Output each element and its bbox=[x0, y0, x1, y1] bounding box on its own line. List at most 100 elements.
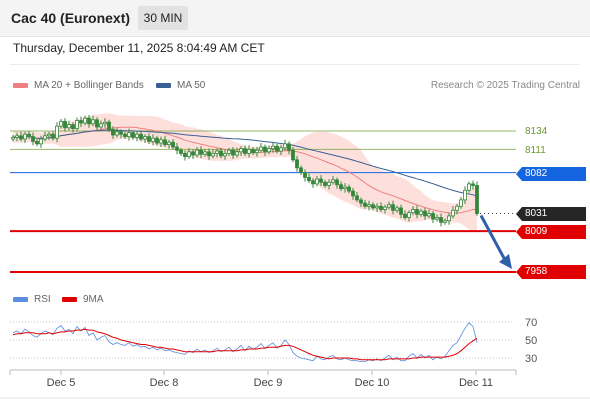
candle bbox=[291, 147, 295, 163]
rsi-tick-label: 30 bbox=[525, 353, 537, 365]
candle-body bbox=[451, 209, 455, 217]
candle bbox=[243, 145, 247, 156]
candle-body bbox=[179, 149, 183, 154]
candle bbox=[447, 212, 451, 225]
candle bbox=[119, 129, 123, 139]
candle-body bbox=[275, 145, 279, 152]
x-tick-label: Dec 11 bbox=[459, 377, 493, 389]
rsi-panel: 70 50 30 bbox=[10, 317, 537, 365]
candle bbox=[55, 122, 59, 143]
candle bbox=[71, 122, 75, 133]
candle-body bbox=[395, 207, 399, 211]
candle bbox=[195, 147, 199, 158]
candle bbox=[63, 118, 67, 132]
candle-body bbox=[55, 125, 59, 139]
candle-body bbox=[419, 210, 423, 215]
candle-body bbox=[155, 137, 159, 144]
candle bbox=[151, 134, 155, 146]
candle bbox=[191, 149, 195, 160]
candle-body bbox=[175, 146, 179, 151]
candle-body bbox=[355, 195, 359, 201]
candle bbox=[339, 181, 343, 192]
candle-body bbox=[95, 119, 99, 128]
legend-bollinger: MA 20 + Bollinger Bands bbox=[13, 80, 144, 91]
candle bbox=[67, 120, 71, 131]
candle-body bbox=[367, 204, 371, 207]
candle-body bbox=[347, 186, 351, 192]
candle bbox=[311, 178, 315, 188]
candle-body bbox=[219, 150, 223, 157]
candle bbox=[223, 149, 227, 160]
candle bbox=[87, 114, 91, 128]
x-tick-label: Dec 10 bbox=[355, 377, 390, 389]
timeframe-button[interactable]: 30 MIN bbox=[138, 6, 188, 30]
legend-rsi-label: RSI bbox=[34, 294, 51, 305]
candle bbox=[375, 203, 379, 212]
candle bbox=[187, 147, 191, 160]
candle-body bbox=[11, 137, 15, 140]
candle-body bbox=[431, 213, 435, 220]
candle-body bbox=[15, 135, 19, 138]
candle-body bbox=[111, 128, 115, 136]
candle-body bbox=[143, 136, 147, 140]
x-tick-label: Dec 8 bbox=[150, 377, 179, 389]
candle-body bbox=[31, 136, 35, 142]
candle bbox=[79, 116, 83, 127]
candle-body bbox=[303, 172, 307, 178]
candle-body bbox=[359, 199, 363, 204]
candle-body bbox=[59, 120, 63, 127]
candle-body bbox=[127, 132, 131, 138]
candle-body bbox=[47, 133, 51, 137]
candle bbox=[235, 147, 239, 158]
candle-body bbox=[71, 124, 75, 129]
candle bbox=[179, 147, 183, 156]
candle bbox=[107, 119, 111, 132]
candle bbox=[127, 128, 131, 141]
candle-body bbox=[315, 178, 319, 185]
candle bbox=[211, 149, 215, 159]
candle bbox=[51, 131, 55, 141]
candle bbox=[271, 142, 275, 153]
candle-body bbox=[35, 141, 39, 145]
candle bbox=[111, 126, 115, 140]
candle-body bbox=[299, 167, 303, 174]
candle-body bbox=[207, 151, 211, 157]
candle bbox=[459, 196, 463, 209]
candle-body bbox=[67, 124, 71, 129]
candle-body bbox=[139, 133, 143, 140]
candle bbox=[143, 134, 147, 144]
chart-header: Cac 40 (Euronext) 30 MIN bbox=[0, 0, 590, 37]
candle-body bbox=[243, 148, 247, 154]
candle bbox=[351, 187, 355, 200]
candle bbox=[183, 150, 187, 161]
candle bbox=[415, 205, 419, 219]
candle bbox=[171, 139, 175, 150]
candle bbox=[335, 177, 339, 189]
candle-body bbox=[379, 205, 383, 210]
level-tag-r2: 8134 bbox=[525, 126, 548, 137]
candle bbox=[255, 147, 259, 157]
candle-body bbox=[255, 149, 259, 154]
candle bbox=[59, 118, 63, 129]
candle bbox=[451, 206, 455, 219]
candle-body bbox=[443, 220, 447, 223]
candle bbox=[115, 127, 119, 138]
candle-body bbox=[131, 132, 135, 138]
candle-body bbox=[351, 190, 355, 197]
candle-body bbox=[23, 133, 27, 140]
instrument-title: Cac 40 (Euronext) bbox=[11, 10, 131, 26]
candle bbox=[435, 214, 439, 222]
candle bbox=[431, 211, 435, 224]
candle-body bbox=[191, 151, 195, 156]
candle-body bbox=[463, 189, 467, 201]
rsi-tick-label: 50 bbox=[525, 335, 537, 347]
candle-body bbox=[199, 149, 203, 155]
candle-body bbox=[63, 120, 67, 129]
candle bbox=[371, 202, 375, 211]
candle bbox=[359, 197, 363, 208]
source-credit: Research © 2025 Trading Central bbox=[430, 80, 580, 91]
candle bbox=[159, 136, 163, 148]
legend-rsi: RSI bbox=[13, 294, 51, 305]
candle-body bbox=[267, 148, 271, 153]
candle-body bbox=[163, 139, 167, 146]
